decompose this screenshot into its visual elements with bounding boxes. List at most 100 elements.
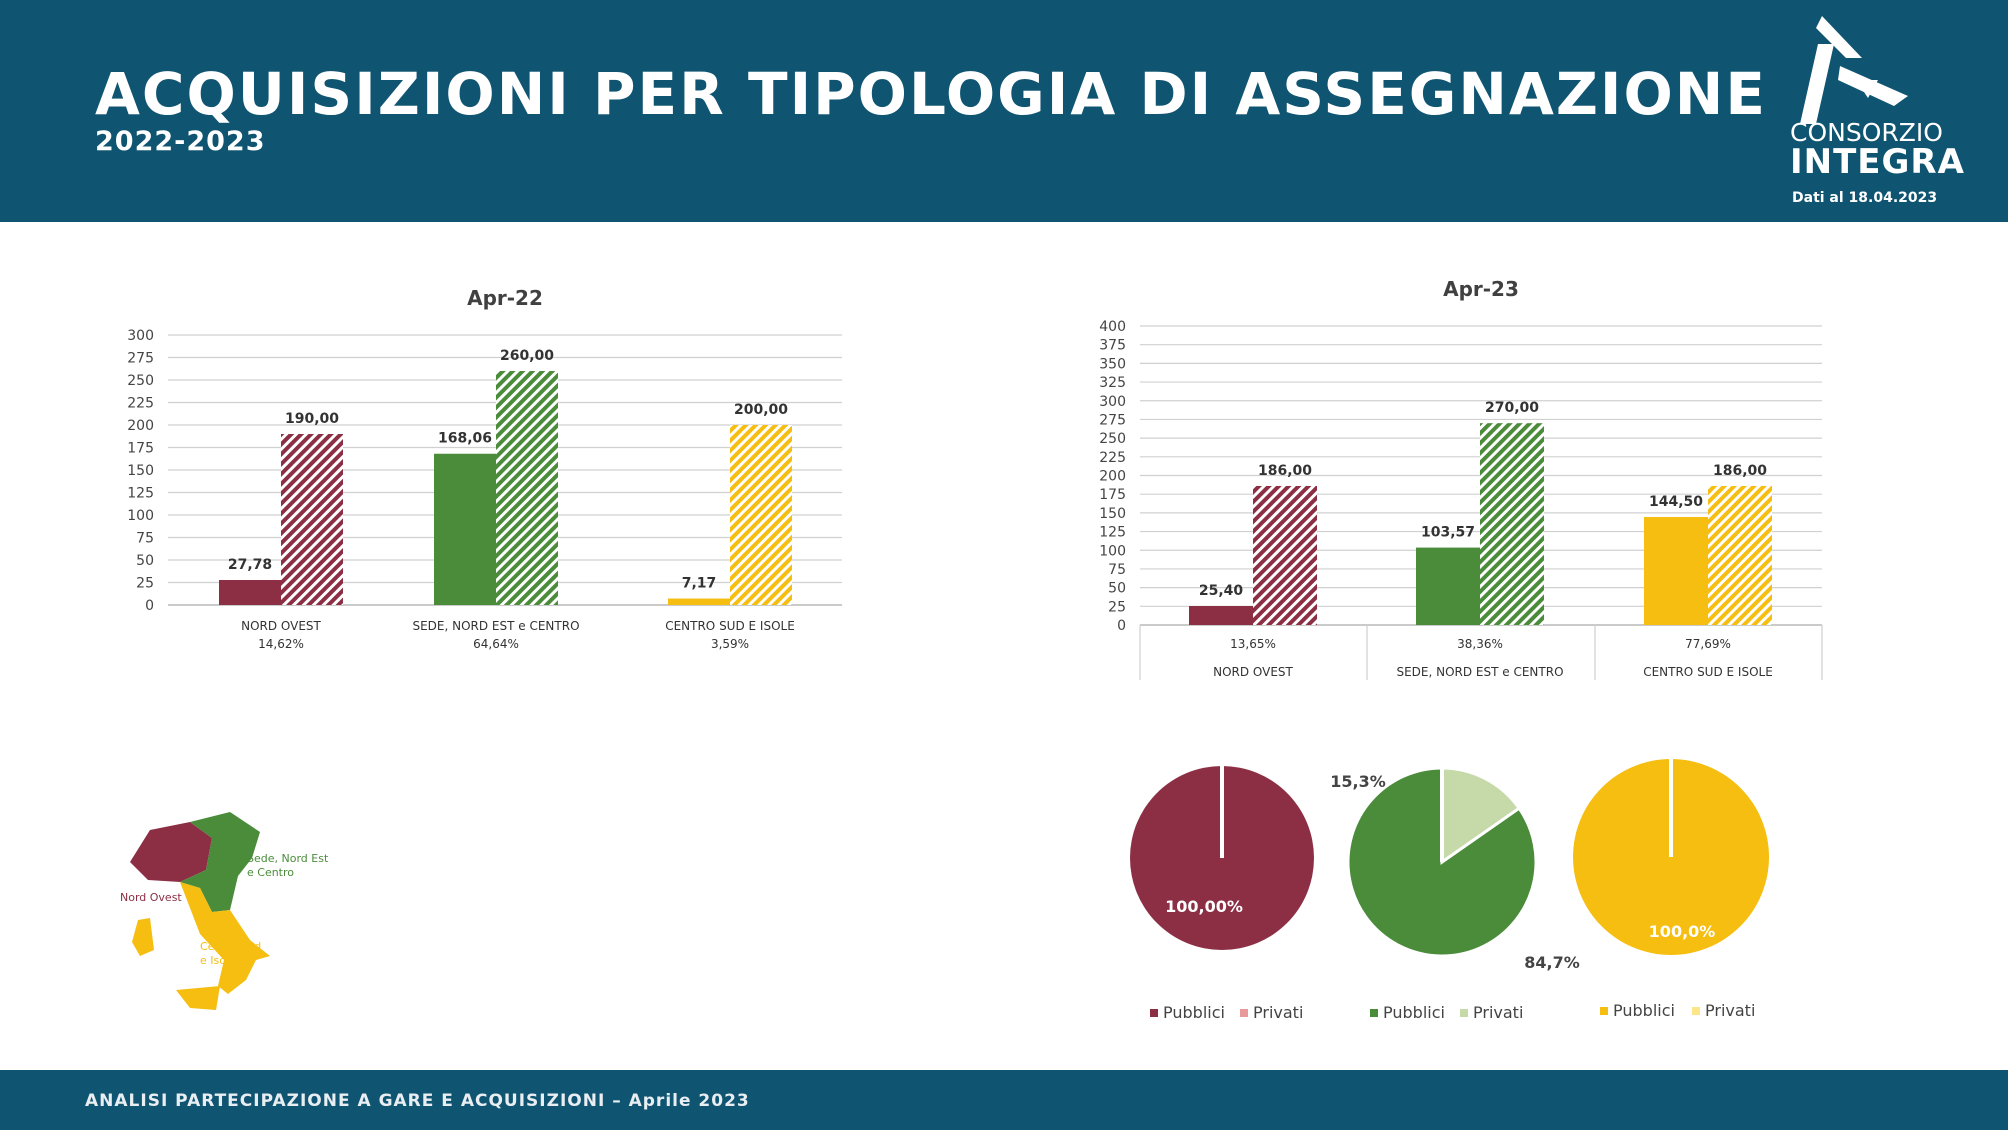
x-category-label: NORD OVEST (241, 619, 321, 633)
data-label: 190,00 (285, 411, 339, 427)
map-label: Sede, Nord Est (247, 852, 329, 865)
y-tick-label: 0 (145, 598, 154, 614)
y-tick-label: 75 (136, 531, 154, 547)
x-category-label: SEDE, NORD EST e CENTRO (1396, 665, 1563, 679)
x-category-label: SEDE, NORD EST e CENTRO (412, 619, 579, 633)
map-region-nord-ovest (130, 822, 212, 882)
y-tick-label: 350 (1099, 356, 1126, 372)
bar-hatched (1480, 423, 1544, 625)
pie-label: 84,7% (1524, 953, 1580, 972)
footer-text: ANALISI PARTECIPAZIONE A GARE E ACQUISIZ… (85, 1091, 750, 1111)
legend-swatch (1460, 1009, 1468, 1017)
y-tick-label: 250 (127, 373, 154, 389)
chart-title: Apr-23 (1443, 277, 1519, 301)
legend-swatch (1240, 1009, 1248, 1017)
data-label: 7,17 (682, 576, 717, 592)
y-tick-label: 275 (1099, 412, 1126, 428)
y-tick-label: 200 (127, 418, 154, 434)
y-tick-label: 50 (136, 553, 154, 569)
y-tick-label: 225 (1099, 450, 1126, 466)
consorzio-logo-icon (1800, 16, 1908, 124)
y-tick-label: 300 (127, 328, 154, 344)
bar-solid (1416, 547, 1480, 625)
legend-label: Pubblici (1163, 1003, 1225, 1022)
data-label: 186,00 (1258, 463, 1312, 479)
legend-swatch (1692, 1007, 1700, 1015)
data-label: 200,00 (734, 402, 788, 418)
italy-map: Sede, Nord Est e Centro Nord Ovest Centr… (120, 812, 329, 1010)
legend-label: Pubblici (1383, 1003, 1445, 1022)
pie-label: 100,00% (1165, 897, 1243, 916)
map-region-sicilia (176, 986, 220, 1010)
map-region-nord-est (180, 812, 260, 912)
pie-label: 100,0% (1649, 922, 1716, 941)
legend-swatch (1370, 1009, 1378, 1017)
logo-line1: CONSORZIO (1790, 118, 1943, 147)
y-tick-label: 275 (127, 351, 154, 367)
data-label: 186,00 (1713, 463, 1767, 479)
y-tick-label: 25 (1108, 599, 1126, 615)
x-category-percent: 77,69% (1685, 637, 1731, 651)
y-tick-label: 125 (1099, 525, 1126, 541)
pie-slice (1440, 766, 1522, 865)
bar-solid (1644, 516, 1708, 625)
y-tick-label: 50 (1108, 581, 1126, 597)
bar-solid (1189, 606, 1253, 625)
y-tick-label: 375 (1099, 338, 1126, 354)
y-tick-label: 250 (1099, 431, 1126, 447)
y-tick-label: 25 (136, 576, 154, 592)
bar-solid (219, 579, 281, 605)
x-category-label: NORD OVEST (1213, 665, 1293, 679)
y-tick-label: 100 (127, 508, 154, 524)
bar-solid (668, 598, 730, 605)
y-tick-label: 150 (127, 463, 154, 479)
legend-label: Privati (1473, 1003, 1523, 1022)
y-tick-label: 75 (1108, 562, 1126, 578)
logo-line2: INTEGRA (1790, 142, 1965, 182)
data-label: 103,57 (1421, 525, 1475, 541)
map-region-centro-sud (180, 882, 270, 994)
x-category-percent: 64,64% (473, 637, 519, 651)
data-label: 27,78 (228, 557, 272, 573)
map-region-sardegna (132, 918, 154, 956)
x-category-percent: 13,65% (1230, 637, 1276, 651)
y-tick-label: 175 (1099, 487, 1126, 503)
data-label: 260,00 (500, 348, 554, 364)
y-tick-label: 200 (1099, 469, 1126, 485)
bar-hatched (730, 425, 792, 605)
x-category-label: CENTRO SUD E ISOLE (665, 619, 795, 633)
y-tick-label: 100 (1099, 543, 1126, 559)
bar-hatched (1708, 485, 1772, 625)
y-tick-label: 175 (127, 441, 154, 457)
y-tick-label: 125 (127, 486, 154, 502)
header-bar (0, 0, 2008, 222)
map-label: e Centro (247, 866, 294, 879)
y-tick-label: 150 (1099, 506, 1126, 522)
y-tick-label: 400 (1099, 319, 1126, 335)
legend-label: Privati (1705, 1001, 1755, 1020)
bar-solid (434, 453, 496, 605)
page-title: ACQUISIZIONI PER TIPOLOGIA DI ASSEGNAZIO… (95, 60, 1767, 128)
y-tick-label: 225 (127, 396, 154, 412)
legend-swatch (1150, 1009, 1158, 1017)
bar-hatched (281, 434, 343, 605)
footer-bar (0, 1070, 2008, 1130)
page-subtitle: 2022-2023 (95, 126, 266, 157)
data-date: Dati al 18.04.2023 (1792, 190, 1938, 206)
data-label: 25,40 (1199, 583, 1244, 599)
y-tick-label: 325 (1099, 375, 1126, 391)
bar-hatched (1253, 485, 1317, 625)
pie-slice (1346, 766, 1538, 958)
map-label: e Isole (200, 954, 236, 967)
map-label: Centro Sud (200, 940, 261, 953)
x-category-percent: 3,59% (711, 637, 749, 651)
data-label: 144,50 (1649, 494, 1703, 510)
x-category-percent: 14,62% (258, 637, 304, 651)
x-category-percent: 38,36% (1457, 637, 1503, 651)
data-label: 270,00 (1485, 400, 1539, 416)
chart-title: Apr-22 (467, 286, 543, 310)
pie-label: 15,3% (1330, 772, 1386, 791)
bar-hatched (496, 371, 558, 605)
data-label: 168,06 (438, 431, 492, 447)
